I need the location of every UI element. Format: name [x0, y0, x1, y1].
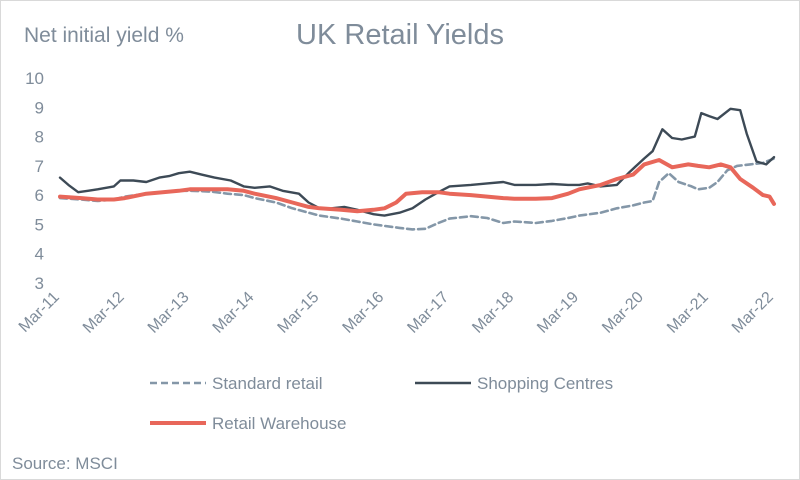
- y-tick-label: 7: [35, 157, 44, 176]
- x-tick-label: Mar-20: [599, 289, 647, 337]
- x-tick-label: Mar-19: [534, 289, 582, 337]
- x-tick-label: Mar-21: [664, 289, 712, 337]
- y-tick-label: 8: [35, 128, 44, 147]
- y-tick-label: 3: [35, 274, 44, 293]
- y-tick-label: 4: [35, 245, 44, 264]
- legend-label: Shopping Centres: [477, 374, 613, 393]
- chart-title: UK Retail Yields: [296, 19, 504, 51]
- x-tick-label: Mar-17: [404, 289, 452, 337]
- legend-label: Standard retail: [212, 374, 323, 393]
- x-tick-label: Mar-22: [729, 289, 777, 337]
- x-tick-label: Mar-12: [80, 289, 128, 337]
- x-tick-label: Mar-18: [469, 289, 517, 337]
- legend-label: Retail Warehouse: [212, 414, 347, 433]
- y-tick-label: 10: [25, 69, 44, 88]
- series-line-retail-warehouse: [58, 158, 776, 214]
- x-tick-label: Mar-16: [340, 289, 388, 337]
- y-tick-label: 5: [35, 215, 44, 234]
- series-line-shopping-centres: [58, 107, 776, 217]
- x-tick-label: Mar-14: [210, 289, 258, 337]
- y-axis-label: Net initial yield %: [24, 24, 184, 47]
- x-tick-label: Mar-11: [16, 289, 63, 336]
- y-tick-label: 9: [35, 98, 44, 117]
- x-tick-label: Mar-13: [145, 289, 193, 337]
- y-tick-label: 6: [35, 186, 44, 205]
- x-tick-label: Mar-15: [275, 289, 323, 337]
- source-note: Source: MSCI: [12, 454, 118, 473]
